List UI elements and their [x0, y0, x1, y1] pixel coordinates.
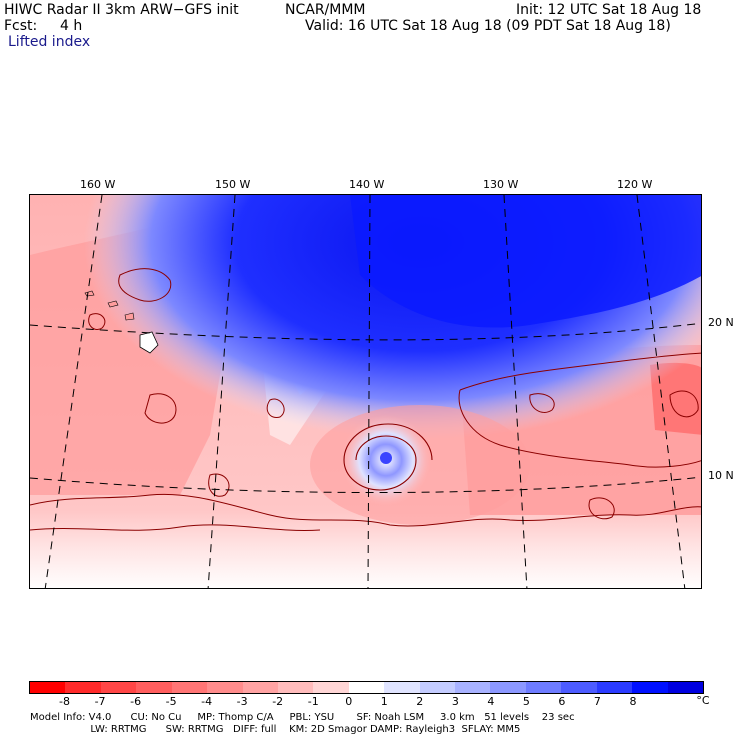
- colorbar-segment: [667, 682, 704, 693]
- lon-label-140w: 140 W: [349, 178, 385, 191]
- colorbar-segment: [100, 682, 137, 693]
- lon-label-150w: 150 W: [215, 178, 251, 191]
- valid-time: Valid: 16 UTC Sat 18 Aug 18 (09 PDT Sat …: [305, 18, 671, 34]
- colorbar-segment: [525, 682, 562, 693]
- colorbar-tick-label: -4: [201, 695, 213, 708]
- colorbar-tick-label: -5: [165, 695, 177, 708]
- strong-positive-li-region: [350, 195, 701, 328]
- colorbar-segment: [65, 682, 101, 693]
- colorbar-segment: [171, 682, 208, 693]
- colorbar-segment: [242, 682, 278, 693]
- colorbar-tick-label: -1: [307, 695, 319, 708]
- lifted-index-map[interactable]: [29, 194, 702, 589]
- model-title: HIWC Radar II 3km ARW−GFS init: [4, 2, 239, 18]
- colorbar-tick-label: 2: [416, 695, 424, 708]
- hawaii-big-island: [139, 331, 159, 354]
- colorbar-tick-label: 5: [522, 695, 530, 708]
- colorbar-segment: [313, 682, 349, 693]
- colorbar-tick-label: 3: [451, 695, 459, 708]
- colorbar-tick-label: -8: [59, 695, 70, 708]
- colorbar-tick-label: -3: [236, 695, 248, 708]
- forecast-hours: 4 h: [60, 18, 83, 34]
- colorbar-tick-label: 8: [629, 695, 637, 708]
- colorbar: [29, 681, 704, 694]
- colorbar-segment: [277, 682, 314, 693]
- colorbar-tick-label: -2: [272, 695, 284, 708]
- colorbar-tick-label: 0: [345, 695, 353, 708]
- colorbar-segment: [384, 682, 420, 693]
- lon-label-120w: 120 W: [617, 178, 653, 191]
- colorbar-segment: [596, 682, 633, 693]
- colorbar-tick-label: 7: [593, 695, 601, 708]
- latlon-grid: [30, 195, 701, 588]
- colorbar-tick-label: 4: [487, 695, 495, 708]
- colorbar-unit: °C: [696, 694, 710, 707]
- field-name: Lifted index: [8, 34, 91, 50]
- colorbar-tick-label: 6: [558, 695, 566, 708]
- colorbar-segment: [207, 682, 243, 693]
- lat-label-20n: 20 N: [708, 316, 734, 329]
- oahu: [107, 300, 119, 308]
- model-info-line2: LW: RRTMG SW: RRTMG DIFF: full KM: 2D Sm…: [30, 724, 521, 735]
- forecast-label: Fcst:: [4, 18, 38, 34]
- colorbar-tick-label: -6: [130, 695, 142, 708]
- colorbar-segment: [136, 682, 172, 693]
- lifted-index-contours: [30, 268, 701, 531]
- colorbar-segment: [30, 682, 66, 693]
- lat-label-10n: 10 N: [708, 469, 734, 482]
- colorbar-segment: [632, 682, 668, 693]
- model-info-line1: Model Info: V4.0 CU: No Cu MP: Thomp C/A…: [30, 712, 575, 723]
- colorbar-segment: [419, 682, 456, 693]
- colorbar-segment: [561, 682, 597, 693]
- colorbar-segment: [455, 682, 491, 693]
- colorbar-tick-label: -7: [94, 695, 106, 708]
- colorbar-tick-label: 1: [380, 695, 388, 708]
- lon-label-130w: 130 W: [483, 178, 519, 191]
- init-time: Init: 12 UTC Sat 18 Aug 18: [516, 2, 702, 18]
- colorbar-segment: [348, 682, 385, 693]
- hurricane-core: [380, 452, 392, 464]
- maui: [124, 312, 135, 321]
- hurricane-spiral-contour: [343, 423, 433, 491]
- lon-label-160w: 160 W: [80, 178, 116, 191]
- colorbar-segment: [490, 682, 526, 693]
- org-label: NCAR/MMM: [285, 2, 366, 18]
